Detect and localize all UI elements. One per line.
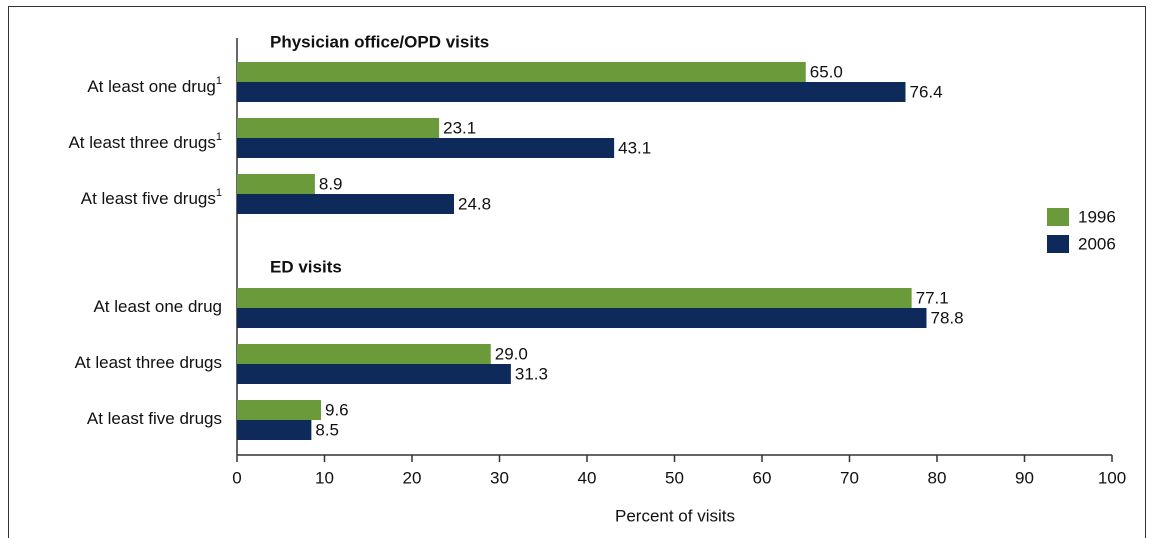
footnote-mark: 1 [216,187,222,199]
footnote-mark: 1 [216,131,222,143]
category-text: At least five drugs [87,409,222,428]
x-tick-label: 60 [753,468,772,487]
bar [237,194,454,214]
legend-swatch [1047,208,1069,226]
x-tick-label: 50 [665,468,684,487]
x-tick-label: 70 [840,468,859,487]
bar [237,364,511,384]
value-label: 8.5 [315,420,339,439]
category-text: At least one drug [87,77,216,96]
frame [8,6,1146,538]
x-tick-label: 20 [403,468,422,487]
legend-label: 1996 [1078,207,1116,226]
group-title: ED visits [270,257,342,276]
value-label: 77.1 [916,288,949,307]
category-text: At least one drug [93,297,222,316]
category-label: At least three drugs1 [68,131,222,153]
legend-swatch [1047,235,1069,253]
bar [237,308,927,328]
category-label: At least five drugs1 [81,187,222,209]
bar [237,62,806,82]
category-label: At least one drug1 [87,75,222,97]
category-text: At least three drugs [75,353,222,372]
x-tick-label: 80 [928,468,947,487]
value-label: 65.0 [810,62,843,81]
category-label: At least three drugs [75,353,222,372]
bar [237,400,321,420]
legend-label: 2006 [1078,234,1116,253]
x-tick-label: 40 [578,468,597,487]
x-tick-label: 100 [1098,468,1126,487]
bar [237,138,615,158]
value-label: 31.3 [515,364,548,383]
bar [237,420,312,440]
x-tick-label: 30 [490,468,509,487]
category-label: At least five drugs [87,409,222,428]
category-text: At least five drugs [81,189,216,208]
value-label: 24.8 [458,194,491,213]
value-label: 29.0 [495,344,528,363]
value-label: 78.8 [931,308,964,327]
value-label: 9.6 [325,400,349,419]
value-label: 43.1 [618,138,651,157]
bar [237,82,906,102]
bar [237,174,315,194]
bar [237,344,491,364]
value-label: 23.1 [443,118,476,137]
value-label: 76.4 [910,82,943,101]
x-tick-label: 90 [1015,468,1034,487]
x-tick-label: 10 [315,468,334,487]
group-title: Physician office/OPD visits [270,32,489,51]
bar [237,118,440,138]
value-label: 8.9 [319,174,343,193]
category-label: At least one drug [93,297,222,316]
x-tick-label: 0 [232,468,241,487]
x-axis-label: Percent of visits [615,506,735,525]
footnote-mark: 1 [216,75,222,87]
bar [237,288,912,308]
category-text: At least three drugs [68,133,215,152]
